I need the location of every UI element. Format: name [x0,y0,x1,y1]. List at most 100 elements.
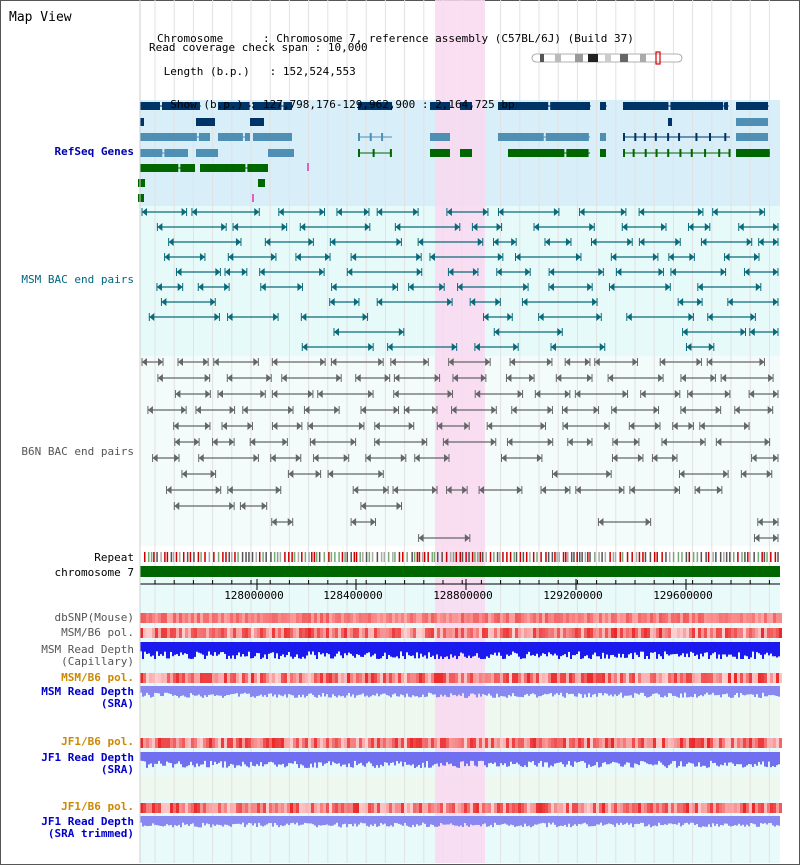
msm-b6-pol-cell [578,628,581,638]
axis-tick-label: 128000000 [224,589,284,602]
msm-depth-sra-bar [486,686,488,696]
jf1-depth-sra-bar [370,752,372,764]
jf1-depth-sra-bar [270,752,272,762]
jf1-depth-trimmed-bar [382,816,384,825]
jf1-depth-trimmed-bar [774,816,776,827]
track-label-jf1-depth-trimmed[interactable]: JF1 Read Depth (SRA trimmed) [41,815,134,840]
msm-depth-capillary-bar [542,642,544,654]
msm-depth-sra-bar [250,686,252,698]
jf1-depth-sra-bar [598,752,600,768]
strand-arrow-icon [443,438,449,446]
msm-depth-capillary-bar [352,642,354,656]
strand-arrow-icon [451,343,457,351]
msm-b6-pol-cell [332,628,335,638]
msm-b6-pol-cell [407,628,410,638]
track-label-jf1-depth-sra[interactable]: JF1 Read Depth (SRA) [41,751,134,776]
track-label-msm-b6-pol-2[interactable]: MSM/B6 pol. [61,671,134,684]
repeat-element [284,552,286,562]
jf1-b6-pol-cell [179,738,182,748]
track-label-dbsnp[interactable]: dbSNP(Mouse) [54,611,134,624]
msm-depth-capillary-bar [268,642,270,654]
gene-exon [358,102,392,110]
axis-tick-label: 128400000 [323,589,383,602]
strand-arrow-icon [511,238,517,246]
jf1-b6-pol-cell [779,738,782,748]
msm-depth-sra-bar [738,686,740,698]
track-label-msm-depth-sra[interactable]: MSM Read Depth (SRA) [41,685,134,710]
msm-b6-pol-cell [488,628,491,638]
gene-exon [138,179,145,187]
jf1-depth-trimmed-bar [754,816,756,825]
jf1-depth-trimmed-bar [654,816,656,826]
repeat-element [383,552,386,562]
jf1-b6-pol2-cell [221,803,224,813]
msm-b6-pol2-cell [458,673,461,683]
track-label-msm-depth-capillary[interactable]: MSM Read Depth (Capillary) [41,643,134,668]
msm-b6-pol-cell [179,628,182,638]
jf1-b6-pol-cell [380,738,383,748]
jf1-depth-trimmed-bar [586,816,588,825]
msm-b6-pol-cell [758,628,761,638]
msm-depth-capillary-bar [238,642,240,653]
msm-b6-pol-cell [338,628,341,638]
track-label-repeat[interactable]: Repeat [94,551,134,564]
jf1-b6-pol-cell [680,738,683,748]
track-label-jf1-b6-pol-2[interactable]: JF1/B6 pol. [61,800,134,813]
jf1-b6-pol-cell [533,738,536,748]
track-label-msm-b6-pol[interactable]: MSM/B6 pol. [61,626,134,639]
dbsnp-cell [317,613,320,623]
msm-b6-pol-cell [656,628,659,638]
dbsnp-cell [416,613,419,623]
track-label-msm-bac[interactable]: MSM BAC end pairs [21,273,134,286]
jf1-depth-trimmed-bar [152,816,154,824]
jf1-depth-trimmed-bar [736,816,738,826]
jf1-b6-pol-cell [353,738,356,748]
jf1-depth-trimmed-bar [464,816,466,824]
jf1-b6-pol-cell [182,738,185,748]
jf1-depth-sra-bar [610,752,612,764]
jf1-depth-sra-bar [600,752,602,767]
strand-arrow-icon [198,283,204,291]
dbsnp-cell [344,613,347,623]
strand-arrow-icon [749,390,755,398]
jf1-depth-trimmed-bar [468,816,470,827]
strand-arrow-icon [178,358,184,366]
jf1-depth-sra-bar [736,752,738,765]
jf1-b6-pol-cell [218,738,221,748]
msm-depth-sra-bar [244,686,246,693]
msm-depth-sra-bar [648,686,650,698]
strand-arrow-icon [313,454,319,462]
jf1-depth-sra-bar [576,752,578,763]
msm-b6-pol2-cell [770,673,773,683]
track-label-b6n-bac[interactable]: B6N BAC end pairs [21,445,134,458]
track-label-refseq[interactable]: RefSeq Genes [54,145,134,158]
msm-b6-pol-cell [701,628,704,638]
msm-b6-pol2-cell [362,673,365,683]
strand-arrow-icon [295,253,301,261]
jf1-b6-pol2-cell [521,803,524,813]
jf1-depth-trimmed-bar [660,816,662,825]
jf1-b6-pol2-cell [464,803,467,813]
ideogram-band [555,54,561,62]
track-label-jf1-b6-pol[interactable]: JF1/B6 pol. [61,735,134,748]
msm-b6-pol2-cell [383,673,386,683]
strand-arrow-icon [674,390,680,398]
dbsnp-cell [296,613,299,623]
msm-depth-capillary-bar [442,642,444,659]
repeat-element [612,552,615,562]
msm-depth-sra-bar [160,686,162,696]
strand-arrow-icon [315,470,321,478]
repeat-element [293,552,296,562]
msm-depth-capillary-bar [606,642,608,655]
jf1-depth-sra-bar [426,752,428,762]
jf1-b6-pol-cell [266,738,269,748]
msm-depth-capillary-bar [634,642,636,653]
strand-arrow-icon [704,223,710,231]
strand-arrow-icon [724,102,729,110]
jf1-b6-pol-cell [323,738,326,748]
msm-b6-pol2-cell [176,673,179,683]
jf1-depth-sra-bar [290,752,292,764]
jf1-depth-trimmed-bar [402,816,404,826]
msm-depth-capillary-bar [520,642,522,659]
